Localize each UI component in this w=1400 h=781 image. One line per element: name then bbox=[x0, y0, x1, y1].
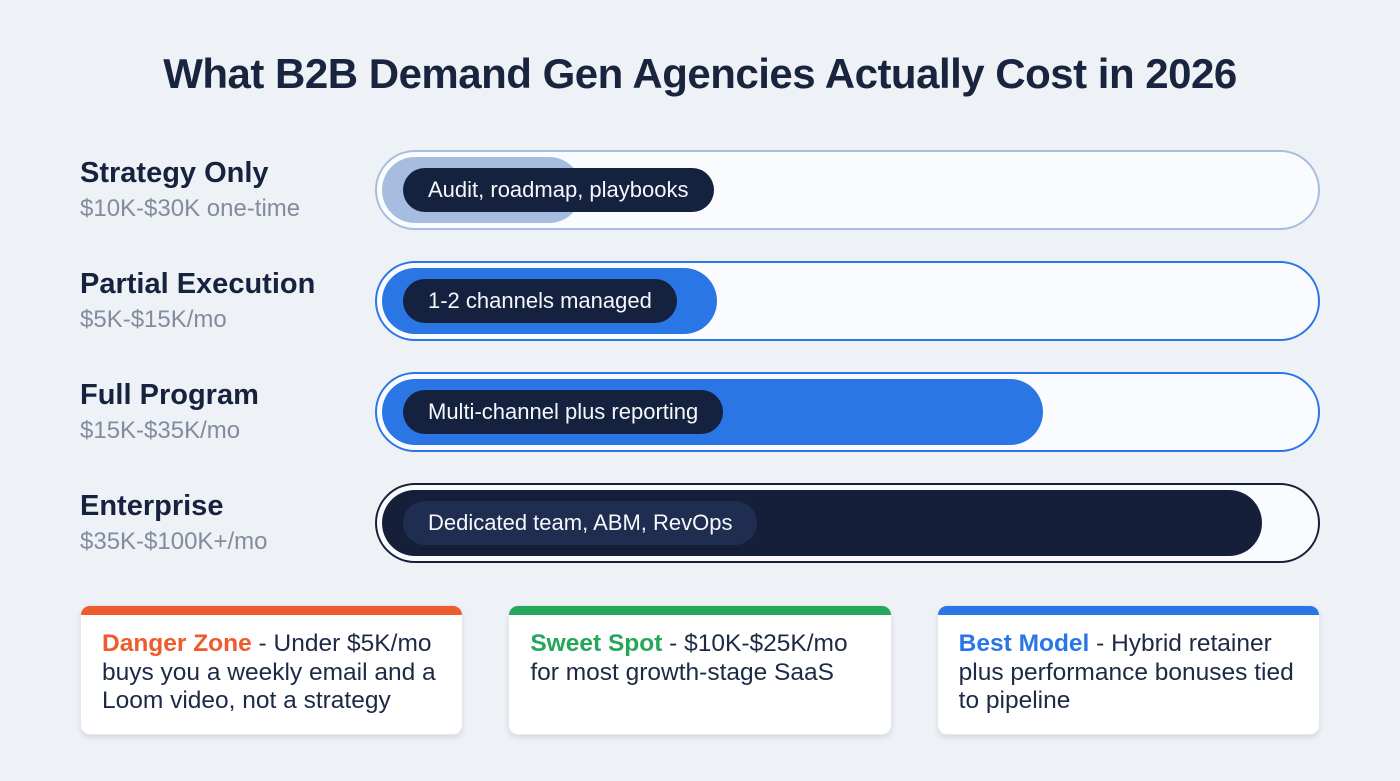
bar-track: Dedicated team, ABM, RevOps bbox=[375, 483, 1320, 563]
bar-tag-pill: Multi-channel plus reporting bbox=[403, 390, 724, 434]
tier-name: Partial Execution bbox=[80, 267, 316, 300]
tier-label: Full Program $15K-$35K/mo bbox=[80, 378, 375, 444]
tier-row-enterprise: Enterprise $35K-$100K+/mo Dedicated team… bbox=[80, 483, 1320, 563]
bar-track: Multi-channel plus reporting bbox=[375, 372, 1320, 452]
best-model-card: Best Model - Hybrid retainer plus perfor… bbox=[936, 605, 1320, 735]
card-text: Danger Zone - Under $5K/mo buys you a we… bbox=[81, 615, 462, 734]
bar-tag-pill: Dedicated team, ABM, RevOps bbox=[403, 501, 758, 545]
tier-price-range: $5K-$15K/mo bbox=[80, 305, 227, 333]
card-accent-bar bbox=[81, 606, 463, 615]
danger-zone-card: Danger Zone - Under $5K/mo buys you a we… bbox=[80, 605, 464, 735]
tier-label: Strategy Only $10K-$30K one-time bbox=[80, 156, 375, 222]
tier-name: Enterprise bbox=[80, 489, 224, 522]
tier-price-range: $35K-$100K+/mo bbox=[80, 527, 268, 555]
bar-tag-pill: Audit, roadmap, playbooks bbox=[403, 168, 714, 212]
tier-name: Full Program bbox=[80, 378, 259, 411]
tier-name: Strategy Only bbox=[80, 156, 269, 189]
card-text: Sweet Spot - $10K-$25K/mo for most growt… bbox=[509, 615, 890, 705]
tier-row-partial-execution: Partial Execution $5K-$15K/mo 1-2 channe… bbox=[80, 261, 1320, 341]
card-description: - $10K-$25K/mo for most growth-stage Saa… bbox=[530, 630, 848, 686]
card-keyword: Best Model bbox=[958, 630, 1090, 657]
tier-price-range: $15K-$35K/mo bbox=[80, 416, 241, 444]
page-title: What B2B Demand Gen Agencies Actually Co… bbox=[163, 50, 1237, 97]
card-accent-bar bbox=[509, 606, 891, 615]
callout-cards: Danger Zone - Under $5K/mo buys you a we… bbox=[80, 605, 1320, 735]
card-description: - Hybrid retainer plus performance bonus… bbox=[958, 630, 1294, 715]
sweet-spot-card: Sweet Spot - $10K-$25K/mo for most growt… bbox=[508, 605, 892, 735]
tier-label: Enterprise $35K-$100K+/mo bbox=[80, 489, 375, 555]
bar-track: Audit, roadmap, playbooks bbox=[375, 150, 1320, 230]
card-keyword: Danger Zone bbox=[102, 630, 252, 657]
bar-track: 1-2 channels managed bbox=[375, 261, 1320, 341]
tier-price-range: $10K-$30K one-time bbox=[80, 194, 301, 222]
cost-tiers-chart: Strategy Only $10K-$30K one-time Audit, … bbox=[80, 150, 1320, 594]
card-description: - Under $5K/mo buys you a weekly email a… bbox=[102, 630, 436, 715]
bar-tag-pill: 1-2 channels managed bbox=[403, 279, 677, 323]
card-keyword: Sweet Spot bbox=[530, 630, 663, 657]
tier-row-full-program: Full Program $15K-$35K/mo Multi-channel … bbox=[80, 372, 1320, 452]
tier-label: Partial Execution $5K-$15K/mo bbox=[80, 267, 375, 333]
card-text: Best Model - Hybrid retainer plus perfor… bbox=[938, 615, 1319, 734]
tier-row-strategy-only: Strategy Only $10K-$30K one-time Audit, … bbox=[80, 150, 1320, 230]
card-accent-bar bbox=[937, 606, 1319, 615]
